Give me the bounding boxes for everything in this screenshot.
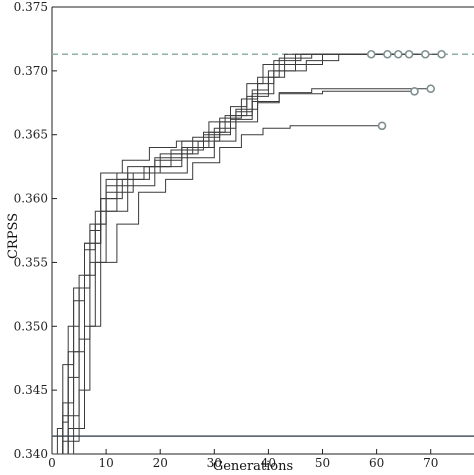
series-line: [52, 90, 415, 455]
x-tick-label: 20: [153, 456, 168, 470]
series-end-marker: [377, 121, 387, 131]
x-tick-label: 70: [423, 456, 438, 470]
series-line: [52, 88, 431, 455]
y-tick-label: 0.355: [14, 255, 48, 269]
plot-area: 0.340 0.345 0.350 0.355 0.360 0.365 0.370 0.375…: [14, 0, 474, 470]
series-end-marker: [366, 49, 376, 59]
y-tick-label: 0.350: [14, 319, 48, 333]
x-tick-label: 40: [261, 456, 276, 470]
series-end-marker: [393, 49, 403, 59]
series-line: [52, 53, 399, 455]
y-tick-label: 0.365: [14, 128, 48, 142]
x-tick-label: 10: [98, 456, 113, 470]
series-line: [52, 53, 426, 455]
series-end-marker: [404, 49, 414, 59]
x-tick-label: 60: [369, 456, 384, 470]
y-axis-title: CRPSS: [6, 213, 21, 259]
y-tick-label: 0.345: [14, 383, 48, 397]
series-end-marker: [426, 84, 436, 94]
x-axis-title: Generations: [213, 459, 293, 474]
series-line: [52, 125, 382, 455]
series-line: [52, 53, 442, 455]
series-line: [52, 53, 372, 455]
y-tick-label: 0.370: [14, 64, 48, 78]
x-tick-label: 50: [315, 456, 330, 470]
y-tick-label: 0.375: [14, 0, 48, 14]
series-end-marker: [410, 86, 419, 96]
y-tick-label: 0.360: [14, 192, 48, 206]
series-end-marker: [437, 49, 446, 59]
series-line: [52, 53, 388, 455]
y-tick-label: 0.340: [14, 447, 48, 461]
x-tick-label: 30: [207, 456, 222, 470]
x-tick-label: 0: [48, 456, 56, 470]
series-end-marker: [421, 49, 430, 59]
series-end-marker: [383, 49, 392, 59]
